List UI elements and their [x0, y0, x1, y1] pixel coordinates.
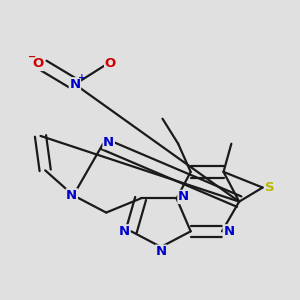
Text: S: S	[265, 181, 274, 194]
Text: N: N	[103, 136, 114, 149]
Text: O: O	[105, 58, 116, 70]
Text: N: N	[69, 78, 80, 91]
Text: O: O	[32, 58, 44, 70]
Text: N: N	[66, 189, 77, 202]
Text: N: N	[155, 245, 167, 258]
Text: −: −	[28, 52, 36, 62]
Text: N: N	[223, 225, 234, 238]
Text: N: N	[119, 225, 130, 238]
Text: N: N	[178, 190, 189, 203]
Text: +: +	[78, 73, 85, 82]
